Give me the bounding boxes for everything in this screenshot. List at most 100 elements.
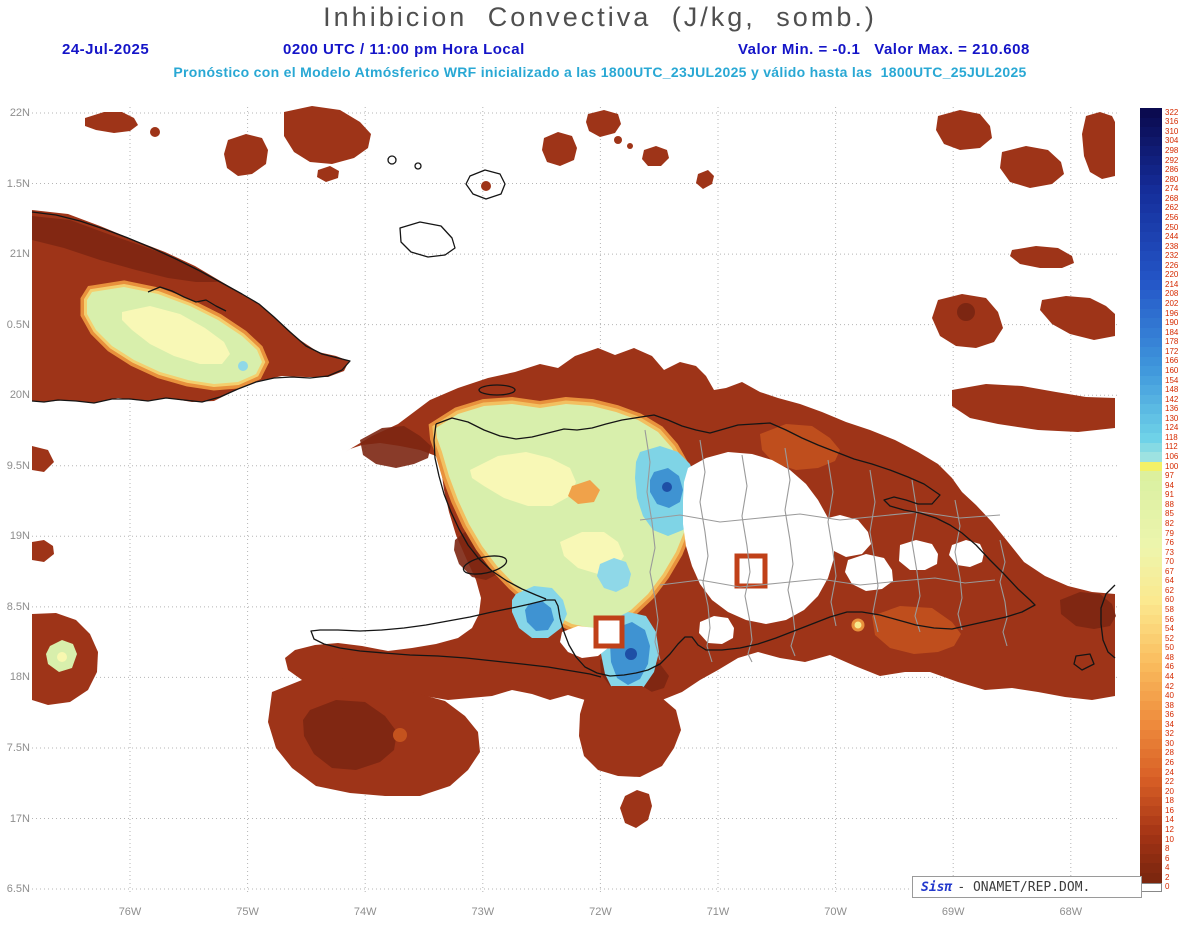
colorbar-row: 38 <box>1140 700 1178 711</box>
forecast-date: 24-Jul-2025 <box>62 41 150 58</box>
colorbar-row: 256 <box>1140 213 1178 223</box>
colorbar-tick-label: 4 <box>1165 863 1170 873</box>
colorbar-swatch <box>1140 414 1162 424</box>
colorbar-tick-label: 62 <box>1165 585 1174 595</box>
colorbar-swatch <box>1140 184 1162 195</box>
ocean-blob <box>224 134 268 176</box>
colorbar-row: 106 <box>1140 452 1178 462</box>
hispaniola-coastline <box>310 414 1036 678</box>
colorbar-row: 42 <box>1140 681 1178 692</box>
colorbar-swatch <box>1140 261 1162 271</box>
colorbar-swatch <box>1140 662 1162 673</box>
colorbar-swatch <box>1140 758 1162 768</box>
colorbar-swatch <box>1140 213 1162 223</box>
colorbar-row: 286 <box>1140 165 1178 175</box>
colorbar-tick-label: 118 <box>1165 432 1178 442</box>
colorbar-row: 190 <box>1140 318 1178 328</box>
colorbar-tick-label: 268 <box>1165 193 1179 203</box>
colorbar-row: 298 <box>1140 146 1178 156</box>
colorbar-row: 274 <box>1140 184 1178 195</box>
colorbar-tick-label: 244 <box>1165 232 1179 242</box>
lat-tick-label: 20N <box>9 389 30 402</box>
orange-speck <box>568 480 600 504</box>
lat-tick-label: 18N <box>9 671 30 684</box>
great-inagua-outline <box>399 221 456 258</box>
colorbar-tick-label: 8 <box>1165 844 1170 854</box>
ocean-blob <box>627 143 633 149</box>
ocean-blob <box>642 146 669 166</box>
colorbar-row: 238 <box>1140 241 1178 252</box>
colorbar-swatch <box>1140 165 1162 175</box>
south-blob-light <box>393 728 407 742</box>
colorbar-row: 166 <box>1140 356 1178 367</box>
colorbar-row: 46 <box>1140 662 1178 673</box>
colorbar-swatch <box>1140 863 1162 873</box>
colorbar-tick-label: 91 <box>1165 490 1174 500</box>
navy-core <box>625 648 637 660</box>
colorbar-tick-label: 148 <box>1165 385 1179 395</box>
colorbar-row: 10 <box>1140 834 1178 845</box>
colorbar-tick-label: 48 <box>1165 652 1174 662</box>
colorbar-tick-label: 70 <box>1165 557 1174 567</box>
blue-core <box>525 601 554 631</box>
colorbar-tick-label: 100 <box>1165 461 1179 471</box>
yellow-patch <box>470 452 576 506</box>
colorbar-swatch <box>1140 739 1162 749</box>
colorbar-row: 202 <box>1140 299 1178 309</box>
colorbar-swatch <box>1140 681 1162 692</box>
little-inagua-outline <box>465 169 506 200</box>
colorbar-row: 76 <box>1140 538 1178 548</box>
colorbar-swatch <box>1140 643 1162 654</box>
ocean-blob <box>586 110 621 137</box>
lat-tick-label: 1.5N <box>6 177 30 190</box>
colorbar-row: 14 <box>1140 815 1178 826</box>
colorbar-swatch <box>1140 576 1162 587</box>
colorbar-row: 67 <box>1140 567 1178 577</box>
colorbar-row: 316 <box>1140 117 1178 128</box>
south-blob2 <box>579 686 681 777</box>
colorbar-row: 62 <box>1140 586 1178 596</box>
colorbar-tick-label: 202 <box>1165 299 1179 309</box>
south-blob3 <box>620 790 652 828</box>
colorbar-row: 136 <box>1140 404 1178 414</box>
colorbar-swatch <box>1140 289 1162 300</box>
colorbar-row: 322 <box>1140 108 1178 118</box>
ocean-blob <box>936 110 992 150</box>
white-hole <box>820 515 871 557</box>
colorbar-swatch <box>1140 136 1162 147</box>
colorbar-swatch <box>1140 595 1162 606</box>
ocean-blob <box>317 166 339 182</box>
colorbar-swatch <box>1140 194 1162 204</box>
colorbar-tick-label: 44 <box>1165 671 1174 681</box>
colorbar-swatch <box>1140 404 1162 414</box>
colorbar-swatch <box>1140 672 1162 682</box>
colorbar-swatch <box>1140 777 1162 787</box>
colorbar-swatch <box>1140 385 1162 395</box>
colorbar-row: 8 <box>1140 844 1178 854</box>
colorbar-tick-label: 94 <box>1165 480 1174 490</box>
minmax-values: Valor Min. = -0.1 Valor Max. = 210.608 <box>738 41 1030 58</box>
lon-tick-label: 68W <box>1059 906 1083 918</box>
lat-tick-label: 17N <box>9 812 30 825</box>
colorbar-swatch <box>1140 232 1162 242</box>
ocean-blob <box>957 303 975 321</box>
colorbar-row: 304 <box>1140 136 1178 147</box>
colorbar-swatch <box>1140 308 1162 319</box>
tortuga-island-outline <box>478 384 516 396</box>
colorbar-tick-label: 226 <box>1165 260 1179 270</box>
colorbar-tick-label: 52 <box>1165 633 1174 643</box>
lat-tick-label: 21N <box>9 248 30 261</box>
ocean-blob <box>150 127 160 137</box>
colorbar-tick-label: 82 <box>1165 518 1174 528</box>
colorbar-row: 250 <box>1140 222 1178 233</box>
cyan-blob-mid <box>597 558 631 592</box>
colorbar-tick-label: 178 <box>1165 337 1179 347</box>
ocean-blob <box>696 170 714 189</box>
colorbar-row: 4 <box>1140 863 1178 873</box>
dark-patch <box>360 426 431 468</box>
lat-tick-label: 6.5N <box>6 883 30 896</box>
colorbar-row: 94 <box>1140 480 1178 491</box>
colorbar-swatch <box>1140 127 1162 137</box>
colorbar-row: 64 <box>1140 576 1178 587</box>
colorbar-swatch <box>1140 251 1162 261</box>
